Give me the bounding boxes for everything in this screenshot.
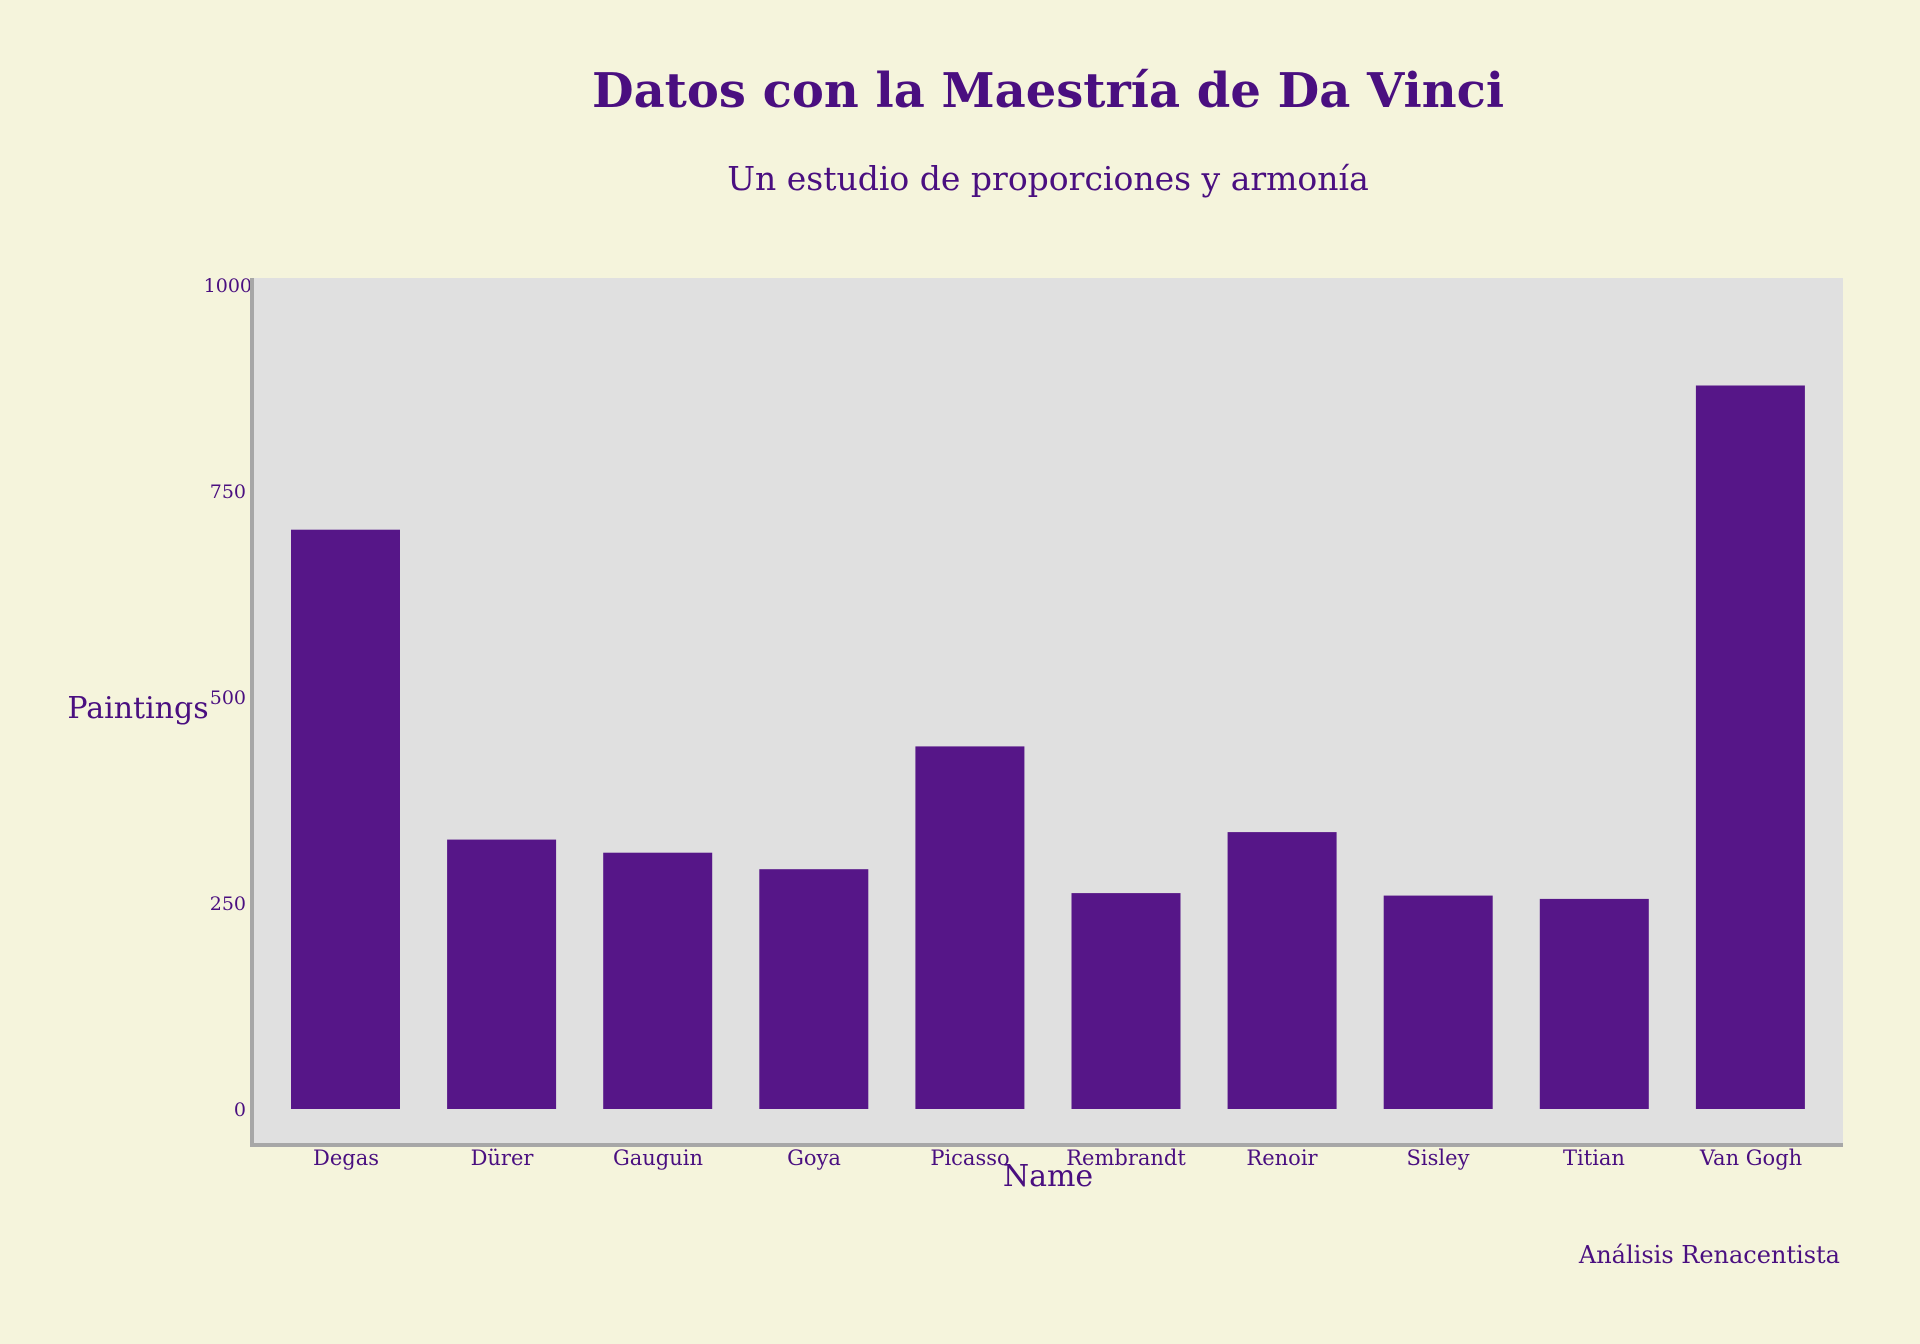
y-tick-label: 750: [210, 481, 246, 503]
x-tick-label: Goya: [787, 1146, 841, 1170]
x-axis-label: Name: [1003, 1159, 1093, 1194]
bar-renoir: [1227, 832, 1337, 1109]
y-tick-label: 250: [210, 893, 246, 915]
bar-goya: [759, 869, 869, 1109]
y-axis-label: Paintings: [67, 691, 208, 726]
x-tick-label: Titian: [1563, 1146, 1625, 1170]
x-tick-label: Renoir: [1246, 1146, 1318, 1170]
x-tick-label: Van Gogh: [1699, 1146, 1802, 1170]
bar-degas: [291, 529, 400, 1109]
x-tick-label: Sisley: [1407, 1146, 1470, 1170]
x-tick-label: Dürer: [471, 1146, 535, 1170]
y-tick-label: 0: [234, 1099, 246, 1121]
bar-rembrandt: [1071, 893, 1181, 1109]
bar-van-gogh: [1695, 385, 1805, 1109]
y-tick-labels: 0 250 500 750 1000: [204, 275, 252, 1121]
bar-gauguin: [603, 852, 713, 1109]
x-tick-label: Degas: [313, 1146, 379, 1170]
bar-dürer: [447, 839, 557, 1109]
footer-credit: Análisis Renacentista: [1578, 1241, 1840, 1269]
bar-titian: [1539, 898, 1649, 1109]
bar-picasso: [915, 746, 1025, 1109]
bar-sisley: [1383, 895, 1493, 1109]
bar-group: [291, 385, 1805, 1109]
x-tick-label: Gauguin: [613, 1146, 703, 1170]
x-tick-label: Rembrandt: [1066, 1146, 1186, 1170]
x-tick-labels: Degas Dürer Gauguin Goya Picasso Rembrandt Ren…: [313, 1146, 1802, 1170]
y-tick-label: 1000: [204, 275, 252, 297]
x-tick-label: Picasso: [930, 1146, 1009, 1170]
chart-subtitle: Un estudio de proporciones y armonía: [727, 159, 1369, 198]
chart-title: Datos con la Maestría de Da Vinci: [592, 63, 1504, 119]
y-tick-label: 500: [210, 687, 246, 709]
